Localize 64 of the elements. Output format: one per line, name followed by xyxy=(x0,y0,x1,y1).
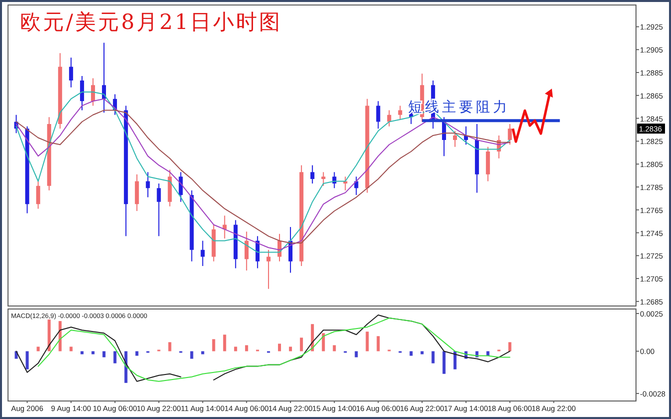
candlestick xyxy=(321,172,326,186)
candlestick xyxy=(156,184,161,236)
candlestick xyxy=(244,232,249,271)
candlestick xyxy=(299,165,304,266)
bar xyxy=(442,351,446,374)
bar xyxy=(80,351,84,354)
bar xyxy=(410,351,413,356)
bar xyxy=(223,334,226,352)
candlestick xyxy=(288,227,292,273)
bar xyxy=(102,351,106,358)
candlestick xyxy=(310,165,314,184)
bar xyxy=(201,351,204,354)
candlestick xyxy=(266,250,271,289)
candlestick xyxy=(200,240,205,266)
bar xyxy=(300,338,303,352)
candlestick xyxy=(102,42,106,113)
candlestick xyxy=(234,220,238,268)
candlestick xyxy=(134,174,139,212)
bar xyxy=(92,351,95,354)
bar xyxy=(245,345,248,352)
candlestick xyxy=(387,110,392,126)
bar xyxy=(432,351,435,364)
bar xyxy=(420,351,424,354)
bar xyxy=(332,345,336,352)
bar xyxy=(135,351,138,356)
bar xyxy=(70,346,73,352)
candlestick xyxy=(508,124,512,145)
candlestick xyxy=(69,58,74,88)
bar xyxy=(36,346,40,352)
candlestick xyxy=(168,170,172,206)
bar xyxy=(508,342,512,352)
candlestick xyxy=(222,216,227,238)
candlestick xyxy=(47,117,52,190)
candlestick xyxy=(453,130,458,147)
bar xyxy=(168,342,172,352)
candlestick xyxy=(486,146,490,182)
candlestick xyxy=(80,76,84,110)
bar xyxy=(48,320,51,352)
candlestick xyxy=(398,106,402,120)
bar xyxy=(366,332,369,352)
candlestick xyxy=(365,98,370,193)
bar xyxy=(288,346,292,352)
chart-title: 欧元/美元8月21日小时图 xyxy=(20,10,282,34)
candlestick xyxy=(124,106,128,236)
bar xyxy=(454,351,457,370)
candlestick xyxy=(25,126,30,214)
bar xyxy=(190,351,194,359)
candlestick xyxy=(474,124,479,193)
bar xyxy=(212,339,216,352)
bar xyxy=(354,351,358,358)
bar xyxy=(26,351,29,370)
candlestick xyxy=(212,224,216,262)
candlestick xyxy=(190,190,194,262)
bar xyxy=(234,346,238,352)
candlestick xyxy=(58,53,62,129)
candlestick xyxy=(36,181,40,209)
candlestick xyxy=(376,101,380,129)
bar xyxy=(376,336,380,352)
bar xyxy=(113,351,116,364)
bar xyxy=(322,333,325,352)
candlestick xyxy=(256,236,260,268)
bar xyxy=(278,344,281,352)
candlestick xyxy=(146,172,150,198)
bar xyxy=(486,351,490,356)
